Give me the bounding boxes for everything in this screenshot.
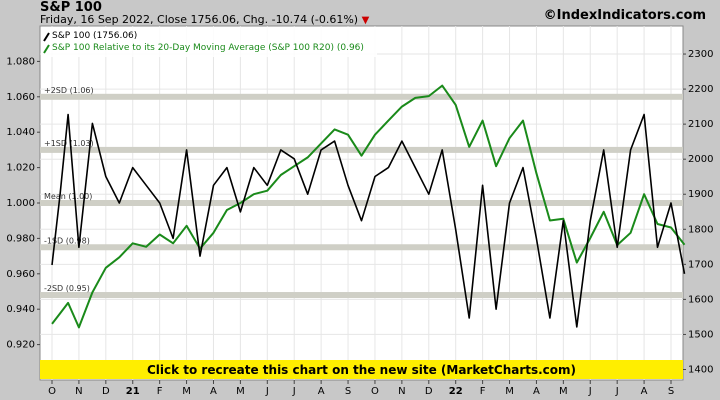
sd-band-label: -2SD (0.95) <box>44 284 90 293</box>
x-tick-label: M <box>505 386 514 397</box>
x-tick-label: A <box>641 386 648 397</box>
x-tick-label: A <box>533 386 540 397</box>
close-change-text: Friday, 16 Sep 2022, Close 1756.06, Chg.… <box>40 13 359 26</box>
chart-subtitle: Friday, 16 Sep 2022, Close 1756.06, Chg.… <box>40 13 369 26</box>
sd-band <box>40 292 683 299</box>
sd-band-label: +2SD (1.06) <box>44 86 94 95</box>
right-tick-label: 1700 <box>688 259 713 270</box>
legend-box <box>41 27 377 57</box>
sd-band <box>40 244 683 251</box>
right-tick-label: 1400 <box>688 364 713 375</box>
left-tick-label: 1.040 <box>6 127 35 138</box>
x-tick-label: F <box>157 386 163 397</box>
x-tick-label: N <box>398 386 405 397</box>
x-tick-label: J <box>265 386 269 397</box>
sd-band <box>40 93 683 100</box>
sd-band-label: +1SD (1.03) <box>44 139 94 148</box>
right-tick-label: 2200 <box>688 84 713 95</box>
price-line <box>51 84 686 329</box>
ratio-line <box>51 113 686 328</box>
x-tick-label: J <box>292 386 296 397</box>
legend-label: S&P 100 (1756.06) <box>52 31 137 41</box>
sd-band <box>40 146 683 153</box>
left-tick-label: 1.000 <box>6 198 35 209</box>
legend-swatch <box>43 44 50 54</box>
x-tick-label: A <box>318 386 325 397</box>
left-tick-label: 0.960 <box>6 269 35 280</box>
left-tick-label: 1.020 <box>6 163 35 174</box>
banner-background <box>40 360 683 379</box>
x-tick-label: M <box>559 386 568 397</box>
x-tick-label: A <box>210 386 217 397</box>
legend-label: S&P 100 Relative to its 20-Day Moving Av… <box>52 43 364 53</box>
right-tick-label: 1800 <box>688 224 713 235</box>
left-tick-label: 0.920 <box>6 340 35 351</box>
left-tick-label: 0.940 <box>6 304 35 315</box>
x-tick-label: J <box>615 386 619 397</box>
x-tick-label: O <box>371 386 379 397</box>
x-tick-label: 22 <box>449 386 463 397</box>
x-tick-label: D <box>425 386 433 397</box>
x-tick-label: S <box>668 386 674 397</box>
brand-label[interactable]: ©IndexIndicators.com <box>543 8 706 23</box>
x-tick-label: M <box>182 386 191 397</box>
recreate-chart-banner-link[interactable]: Click to recreate this chart on the new … <box>147 363 576 377</box>
x-tick-label: M <box>236 386 245 397</box>
right-tick-label: 1500 <box>688 329 713 340</box>
right-tick-label: 2300 <box>688 49 713 60</box>
x-tick-label: N <box>75 386 82 397</box>
chart-title: S&P 100 <box>40 0 102 15</box>
sd-band-label: Mean (1.00) <box>44 192 92 201</box>
x-tick-label: S <box>345 386 351 397</box>
x-tick-label: 21 <box>126 386 140 397</box>
x-tick-label: F <box>480 386 486 397</box>
right-tick-label: 1600 <box>688 294 713 305</box>
down-arrow-icon: ▼ <box>361 15 370 26</box>
x-tick-label: D <box>102 386 110 397</box>
left-tick-label: 1.080 <box>6 56 35 67</box>
left-tick-label: 1.060 <box>6 92 35 103</box>
right-tick-label: 2100 <box>688 119 713 130</box>
x-tick-label: O <box>48 386 56 397</box>
right-tick-label: 1900 <box>688 189 713 200</box>
sd-band <box>40 200 683 206</box>
right-tick-label: 2000 <box>688 154 713 165</box>
left-tick-label: 0.980 <box>6 233 35 244</box>
legend-swatch <box>43 32 50 42</box>
sd-band-label: -1SD (0.98) <box>44 236 90 245</box>
x-tick-label: J <box>588 386 592 397</box>
